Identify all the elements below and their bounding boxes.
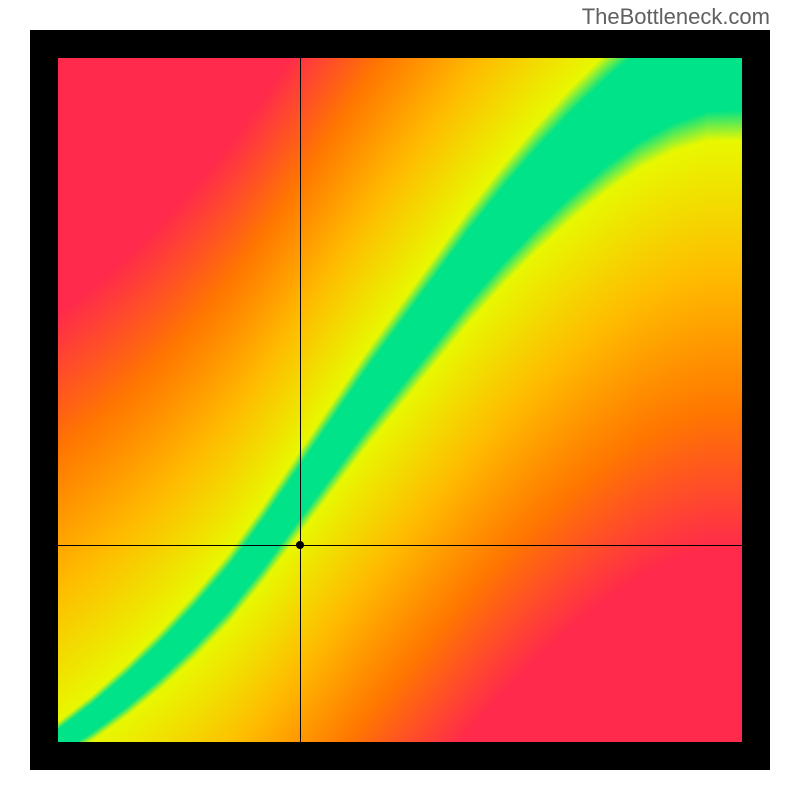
chart-container: TheBottleneck.com xyxy=(0,0,800,800)
crosshair-horizontal xyxy=(58,545,742,546)
crosshair-marker xyxy=(296,541,304,549)
heatmap-canvas xyxy=(58,58,742,742)
crosshair-vertical xyxy=(300,58,301,742)
watermark-text: TheBottleneck.com xyxy=(582,4,770,30)
plot-area xyxy=(58,58,742,742)
chart-frame xyxy=(30,30,770,770)
